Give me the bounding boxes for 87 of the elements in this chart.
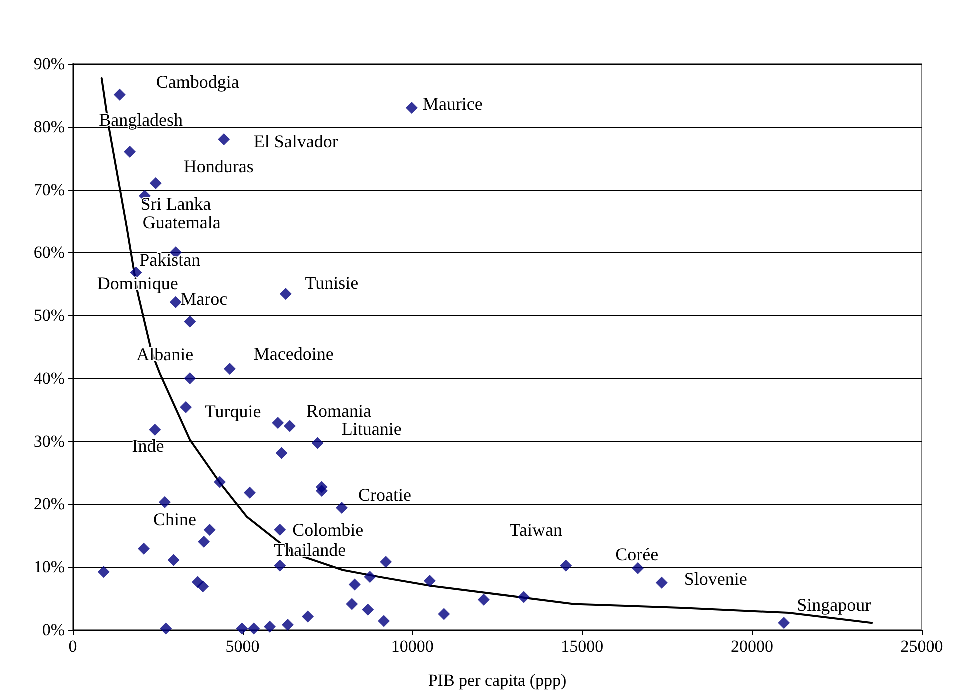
- annotation: Lituanie: [342, 419, 402, 440]
- point: [224, 363, 236, 376]
- point: [184, 372, 196, 384]
- y-tick-label: 30%: [34, 432, 65, 451]
- point: [478, 594, 490, 606]
- annotation: Slovenie: [684, 568, 748, 589]
- point: [346, 598, 358, 610]
- point: [438, 608, 450, 620]
- point: [204, 524, 216, 536]
- point: [180, 401, 192, 414]
- point: [168, 554, 180, 566]
- y-tick-label: 40%: [34, 368, 65, 388]
- y-tick-label: 70%: [34, 180, 65, 200]
- point: [248, 622, 260, 635]
- point: [149, 424, 162, 436]
- y-tick-label: 0%: [42, 620, 65, 640]
- x-tick-label: 15000: [561, 637, 604, 656]
- point: [302, 610, 314, 623]
- point: [98, 566, 110, 578]
- annotation: El Salvador: [254, 131, 338, 152]
- point: [276, 447, 288, 460]
- annotation: Cambodgia: [156, 72, 240, 92]
- point: [124, 146, 136, 158]
- point: [560, 560, 572, 572]
- x-axis-title: PIB per capita (ppp): [428, 671, 567, 690]
- annotation: Tunisie: [305, 273, 359, 294]
- annotation: Sri Lanka: [140, 194, 212, 214]
- annotation: Honduras: [184, 156, 254, 176]
- point: [282, 618, 294, 631]
- point: [362, 604, 374, 616]
- annotation: Chine: [154, 509, 197, 530]
- point: [406, 102, 418, 114]
- y-tick-label: 10%: [34, 558, 65, 577]
- point: [150, 177, 162, 190]
- annotation: Inde: [132, 436, 164, 456]
- y-tick-label: 90%: [34, 54, 65, 74]
- point: [264, 620, 276, 633]
- point: [518, 591, 530, 604]
- point: [280, 288, 292, 300]
- point: [378, 615, 390, 628]
- x-tick-label: 0: [68, 637, 78, 656]
- point: [159, 496, 172, 508]
- point: [170, 296, 182, 308]
- point: [778, 617, 790, 630]
- annotation: Guatemala: [142, 212, 221, 233]
- annotation: Romania: [306, 401, 372, 422]
- point: [312, 437, 324, 450]
- annotation: Turquie: [204, 401, 262, 422]
- point: [218, 133, 230, 146]
- point: [364, 571, 376, 584]
- point: [284, 420, 296, 432]
- annotation: Maurice: [422, 94, 483, 114]
- y-tick-label: 50%: [34, 306, 65, 326]
- annotation: Colombie: [292, 520, 364, 540]
- point: [380, 556, 392, 568]
- point: [244, 486, 256, 499]
- point: [272, 417, 284, 430]
- x-tick-label: 25000: [900, 637, 944, 656]
- annotation: Maroc: [180, 288, 228, 309]
- point: [348, 578, 361, 591]
- annotation: Pakistan: [140, 250, 201, 270]
- point: [138, 542, 150, 555]
- y-tick-label: 20%: [34, 494, 65, 514]
- annotation: Taiwan: [510, 520, 562, 540]
- point: [316, 485, 328, 498]
- annotation: Corée: [616, 544, 659, 564]
- point: [632, 562, 644, 574]
- y-tick-label: 80%: [34, 117, 65, 136]
- point: [656, 576, 668, 589]
- point: [236, 622, 248, 635]
- x-tick-label: 10000: [391, 637, 434, 656]
- annotation: Macedoine: [254, 344, 334, 364]
- point: [114, 88, 126, 101]
- point: [336, 502, 348, 514]
- annotation: Croatie: [358, 484, 412, 505]
- y-tick-label: 60%: [34, 243, 65, 262]
- point: [160, 622, 172, 635]
- point: [424, 574, 436, 587]
- x-tick-label: 5000: [226, 637, 260, 656]
- point: [274, 524, 286, 536]
- point: [197, 580, 210, 593]
- point: [184, 316, 196, 328]
- x-tick-label: 20000: [730, 637, 774, 656]
- point: [214, 476, 226, 488]
- point: [198, 536, 210, 548]
- annotation: Singapour: [797, 595, 872, 616]
- point: [274, 560, 286, 572]
